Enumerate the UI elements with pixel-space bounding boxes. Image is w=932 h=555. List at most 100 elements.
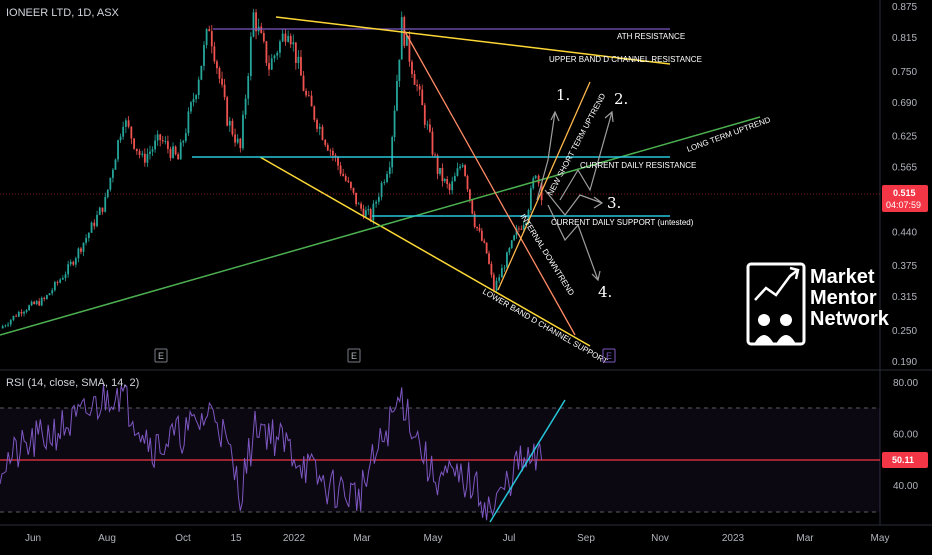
internal-downtrend-line[interactable]	[403, 29, 576, 336]
candle-body[interactable]	[51, 290, 54, 294]
candle-body[interactable]	[127, 120, 130, 127]
candle-body[interactable]	[159, 134, 162, 141]
candle-body[interactable]	[490, 263, 493, 275]
candle-body[interactable]	[130, 126, 133, 139]
candle-body[interactable]	[287, 35, 290, 42]
candle-body[interactable]	[380, 183, 383, 197]
candle-body[interactable]	[473, 213, 476, 227]
price-pane[interactable]	[0, 0, 880, 368]
candle-body[interactable]	[4, 325, 7, 327]
candle-body[interactable]	[413, 74, 416, 85]
candle-body[interactable]	[85, 238, 87, 243]
candle-body[interactable]	[93, 222, 96, 227]
candle-body[interactable]	[80, 248, 82, 252]
candle-body[interactable]	[17, 311, 20, 317]
candle-body[interactable]	[82, 242, 85, 252]
candle-body[interactable]	[221, 78, 223, 85]
candle-body[interactable]	[106, 189, 109, 198]
candle-body[interactable]	[273, 55, 276, 59]
rsi-line[interactable]	[0, 383, 543, 521]
candle-body[interactable]	[119, 136, 122, 141]
candle-body[interactable]	[135, 148, 138, 152]
candle-body[interactable]	[223, 84, 226, 98]
candle-body[interactable]	[174, 146, 177, 155]
candle-body[interactable]	[244, 98, 247, 115]
candle-body[interactable]	[446, 179, 449, 185]
rsi-pane[interactable]: 80.00 60.00 40.00 50.11	[0, 378, 928, 523]
candle-body[interactable]	[357, 203, 360, 205]
candle-body[interactable]	[141, 153, 144, 155]
candle-body[interactable]	[485, 242, 488, 254]
candle-body[interactable]	[386, 174, 388, 182]
candle-body[interactable]	[77, 248, 80, 259]
candle-body[interactable]	[518, 228, 520, 230]
candle-body[interactable]	[43, 297, 46, 299]
candle-body[interactable]	[522, 225, 525, 230]
earnings-markers[interactable]: E E E	[154, 348, 616, 363]
candle-body[interactable]	[101, 207, 104, 212]
scenario-4-arrow[interactable]	[547, 204, 599, 281]
candle-body[interactable]	[294, 42, 297, 63]
candle-body[interactable]	[184, 133, 187, 141]
candle-body[interactable]	[459, 166, 461, 169]
candle-body[interactable]	[393, 110, 396, 138]
candle-body[interactable]	[104, 197, 107, 212]
candle-body[interactable]	[534, 175, 537, 179]
candle-body[interactable]	[87, 232, 90, 239]
candle-body[interactable]	[187, 111, 190, 134]
candle-body[interactable]	[439, 167, 441, 174]
candle-body[interactable]	[302, 75, 305, 91]
candle-body[interactable]	[537, 175, 540, 184]
candle-body[interactable]	[124, 120, 127, 127]
candle-body[interactable]	[20, 311, 23, 314]
candle-body[interactable]	[200, 65, 203, 80]
candle-body[interactable]	[398, 59, 401, 82]
candle-body[interactable]	[281, 33, 284, 42]
candle-body[interactable]	[375, 201, 378, 204]
candle-body[interactable]	[279, 41, 281, 53]
candle-body[interactable]	[15, 315, 18, 317]
candle-body[interactable]	[418, 86, 421, 90]
candle-body[interactable]	[197, 79, 200, 96]
candle-body[interactable]	[324, 139, 327, 145]
candle-body[interactable]	[133, 138, 135, 149]
candle-body[interactable]	[7, 324, 9, 326]
candle-body[interactable]	[360, 203, 362, 209]
candle-body[interactable]	[270, 58, 273, 70]
upper-channel-line[interactable]	[275, 16, 671, 65]
time-axis[interactable]: Jun Aug Oct 15 2022 Mar May Jul Sep Nov 2023 Mar May	[25, 533, 890, 544]
long-term-uptrend-line[interactable]	[0, 116, 761, 336]
candle-body[interactable]	[179, 142, 182, 160]
scenario-3-arrow[interactable]	[544, 189, 603, 216]
candle-body[interactable]	[247, 76, 250, 99]
candle-body[interactable]	[498, 277, 501, 281]
candle-body[interactable]	[297, 56, 300, 63]
candle-body[interactable]	[347, 180, 350, 182]
candle-body[interactable]	[369, 209, 372, 221]
candle-body[interactable]	[252, 12, 255, 37]
candle-body[interactable]	[468, 189, 471, 200]
candle-body[interactable]	[408, 35, 411, 62]
candle-body[interactable]	[69, 261, 72, 265]
candle-body[interactable]	[305, 90, 307, 96]
candle-body[interactable]	[453, 175, 456, 182]
candle-body[interactable]	[476, 226, 478, 229]
candle-body[interactable]	[234, 134, 236, 143]
candle-body[interactable]	[506, 252, 508, 268]
candle-body[interactable]	[12, 315, 15, 320]
candle-body[interactable]	[213, 46, 216, 62]
candle-body[interactable]	[313, 106, 316, 120]
earnings-marker-box[interactable]	[602, 348, 616, 363]
candle-body[interactable]	[231, 120, 234, 135]
candle-body[interactable]	[400, 17, 403, 60]
candle-body[interactable]	[520, 228, 523, 230]
candle-body[interactable]	[483, 240, 486, 243]
candle-body[interactable]	[426, 124, 429, 126]
candle-body[interactable]	[169, 148, 172, 158]
candle-body[interactable]	[448, 184, 451, 191]
candle-body[interactable]	[318, 126, 321, 129]
candle-body[interactable]	[292, 42, 295, 45]
candle-body[interactable]	[510, 240, 513, 249]
candle-body[interactable]	[74, 258, 77, 265]
candle-body[interactable]	[364, 210, 367, 217]
